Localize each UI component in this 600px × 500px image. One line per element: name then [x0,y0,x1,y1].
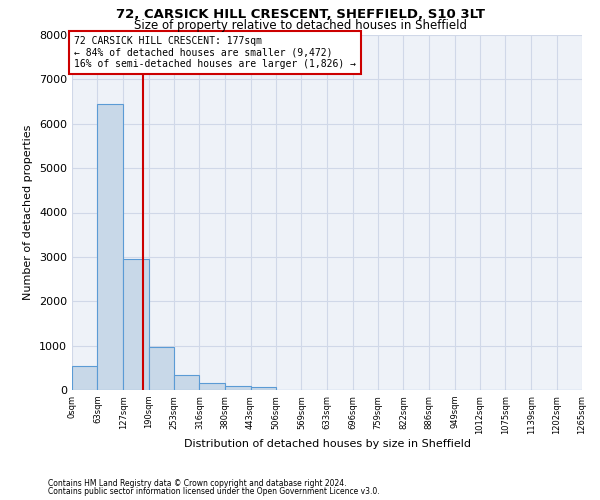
Bar [174,375,199,390]
Text: Size of property relative to detached houses in Sheffield: Size of property relative to detached ho… [133,19,467,32]
Text: 72 CARSICK HILL CRESCENT: 177sqm
← 84% of detached houses are smaller (9,472)
16: 72 CARSICK HILL CRESCENT: 177sqm ← 84% o… [74,36,356,69]
Bar [251,387,276,390]
Bar [225,386,251,390]
Bar [72,366,97,390]
Bar [199,383,225,390]
Text: Contains HM Land Registry data © Crown copyright and database right 2024.: Contains HM Land Registry data © Crown c… [48,478,347,488]
Bar [123,259,149,390]
Text: Contains public sector information licensed under the Open Government Licence v3: Contains public sector information licen… [48,487,380,496]
Bar [97,104,123,390]
Y-axis label: Number of detached properties: Number of detached properties [23,125,34,300]
Text: 72, CARSICK HILL CRESCENT, SHEFFIELD, S10 3LT: 72, CARSICK HILL CRESCENT, SHEFFIELD, S1… [115,8,485,20]
X-axis label: Distribution of detached houses by size in Sheffield: Distribution of detached houses by size … [184,440,470,450]
Bar [149,346,174,390]
